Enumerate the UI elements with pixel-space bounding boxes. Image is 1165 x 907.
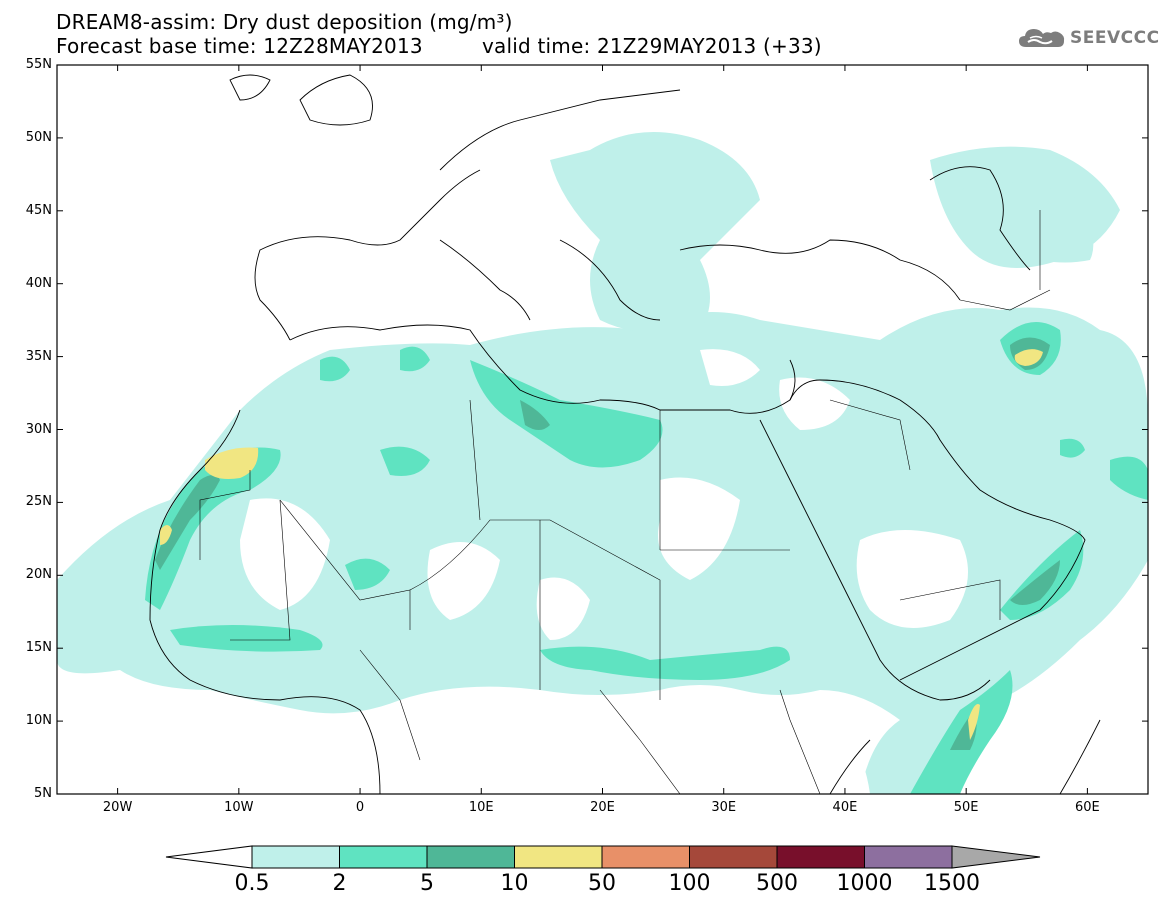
seevccc-logo: SEEVCCC [1018, 26, 1160, 50]
colorbar-box [689, 845, 778, 869]
colorbar-boxes [251, 845, 953, 869]
colorbar-box [339, 845, 428, 869]
lon-label: 30E [711, 800, 737, 815]
colorbar-label: 2 [332, 871, 347, 896]
colorbar-label: 10 [500, 871, 529, 896]
lat-label: 40N [25, 275, 52, 291]
lon-label: 20W [102, 800, 133, 815]
valid-time: valid time: 21Z29MAY2013 (+33) [482, 34, 822, 58]
colorbar-label: 0.5 [234, 871, 270, 896]
deposition-10-50 [160, 349, 1043, 740]
lat-label: 10N [25, 713, 52, 729]
colorbar-label: 500 [756, 871, 798, 896]
deposition-2-5 [145, 322, 1148, 794]
deposition-5-10 [155, 337, 1060, 750]
colorbar-over-triangle [951, 845, 1041, 869]
lat-label: 35N [25, 348, 52, 364]
colorbar-box [864, 845, 953, 869]
colorbar-label: 1000 [836, 871, 893, 896]
colorbar-label: 1500 [924, 871, 980, 896]
colorbar [165, 845, 1041, 869]
lon-label: 0 [355, 800, 365, 815]
axis-ticks [57, 64, 1148, 795]
lon-label: 10W [224, 800, 254, 815]
coastlines [149, 74, 1101, 794]
colorbar-label: 50 [588, 871, 616, 896]
country-borders [199, 210, 1051, 794]
colorbar-label: 100 [668, 871, 711, 896]
colorbar-box [776, 845, 865, 869]
colorbar-box [426, 845, 515, 869]
dust-field [57, 74, 1148, 794]
forecast-base-time: Forecast base time: 12Z28MAY2013 [56, 34, 423, 58]
lat-label: 30N [25, 421, 52, 437]
deposition-0-5-2 [57, 132, 1148, 794]
lat-label: 20N [25, 567, 52, 583]
colorbar-label: 5 [420, 871, 434, 896]
clear-areas [57, 349, 968, 794]
lon-label: 40E [832, 800, 858, 815]
lat-label: 45N [25, 202, 52, 218]
map-title: DREAM8-assim: Dry dust deposition (mg/m³… [56, 10, 513, 34]
lat-label: 5N [34, 786, 52, 801]
lat-label: 25N [25, 494, 52, 510]
lon-label: 60E [1074, 800, 1100, 815]
colorbar-box [251, 845, 340, 869]
cloud-icon [1019, 29, 1065, 47]
logo-text: SEEVCCC [1070, 28, 1160, 48]
colorbar-box [601, 845, 690, 869]
colorbar-box [514, 845, 603, 869]
lon-label: 10E [468, 800, 494, 815]
lat-label: 50N [25, 129, 52, 145]
lat-label: 55N [25, 57, 52, 72]
colorbar-under-triangle [165, 845, 253, 869]
lat-label: 15N [25, 640, 52, 656]
lon-label: 50E [953, 800, 979, 815]
lon-label: 20E [590, 800, 615, 815]
